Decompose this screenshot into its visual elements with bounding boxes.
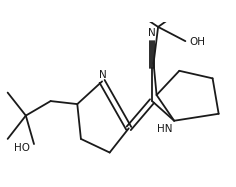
- Text: N: N: [148, 28, 156, 38]
- Text: N: N: [99, 70, 107, 80]
- Text: HN: HN: [157, 124, 173, 134]
- Text: HO: HO: [14, 143, 30, 153]
- Text: OH: OH: [189, 37, 205, 47]
